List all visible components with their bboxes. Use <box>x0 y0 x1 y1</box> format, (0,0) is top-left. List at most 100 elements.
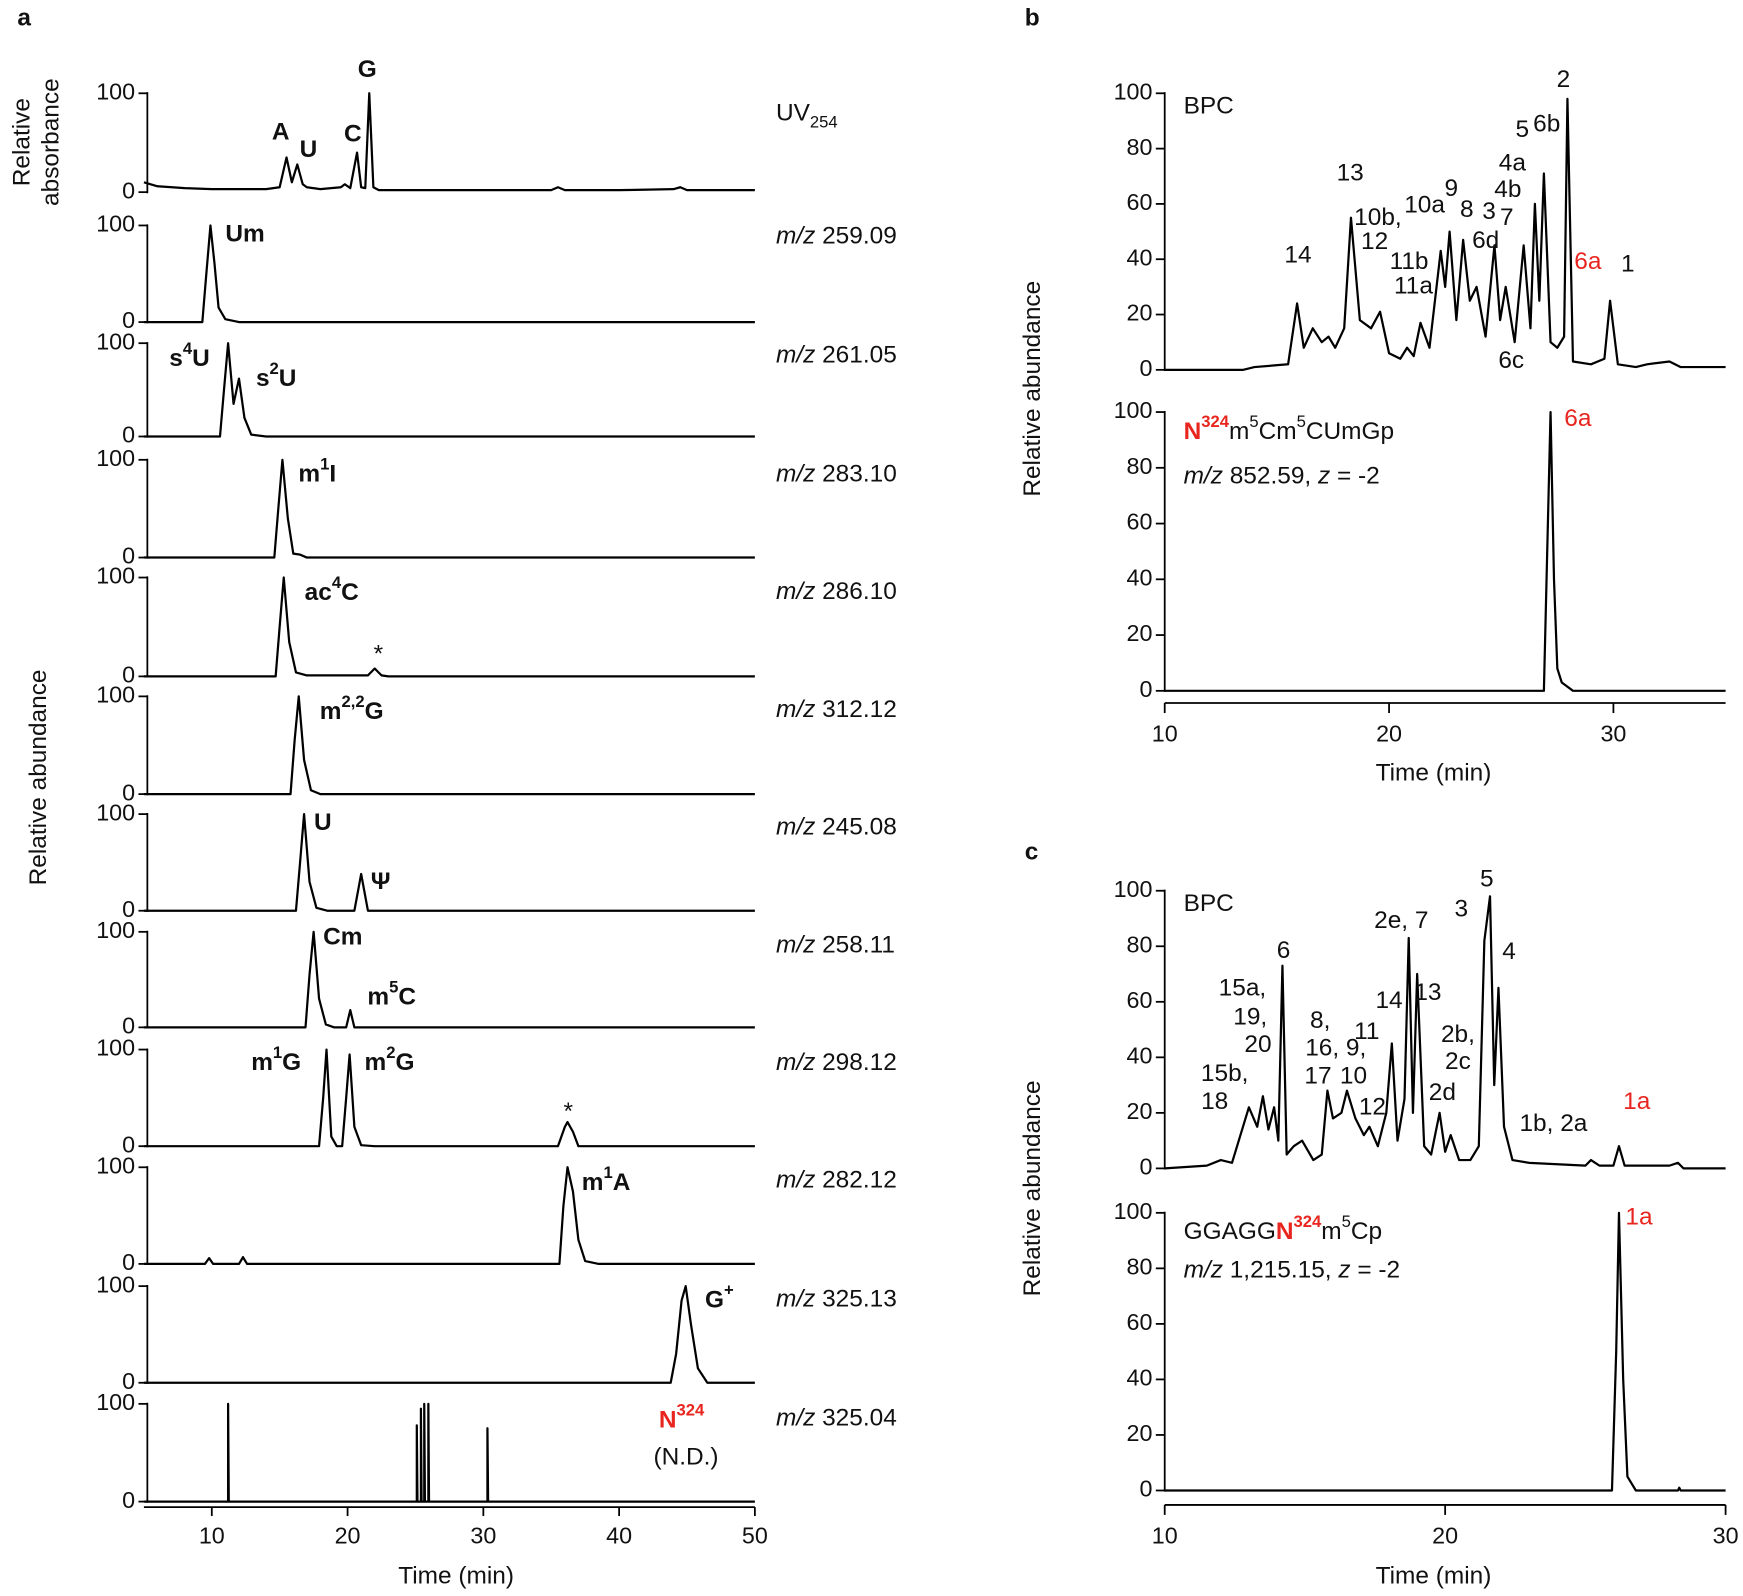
annotation-text: * <box>564 1098 574 1125</box>
annotation-text: Cm <box>323 924 362 951</box>
y-tick-label: 20 <box>1127 620 1153 646</box>
annotation-text: 7 <box>1500 204 1514 231</box>
annotation-text: m/z <box>1184 1257 1223 1284</box>
y-tick-label: 0 <box>122 1487 135 1513</box>
x-tick-label: 50 <box>742 1522 768 1548</box>
y-tick-label: 100 <box>1114 78 1153 104</box>
annotation-sup: 1 <box>320 455 329 474</box>
annotation: 13 <box>1337 160 1364 187</box>
annotation-text: 282.12 <box>815 1167 896 1194</box>
annotation: 1 <box>1621 251 1635 278</box>
y-tick-label: 100 <box>96 799 135 825</box>
y-tick-label: 0 <box>1140 1476 1153 1502</box>
y-tick-label: 100 <box>1114 1198 1153 1224</box>
annotation-text: m/z <box>776 932 815 959</box>
annotation: 10a <box>1404 192 1445 219</box>
annotation: m/z 312.12 <box>776 696 897 723</box>
annotation: 17 <box>1304 1063 1331 1090</box>
annotation: 10b, <box>1354 204 1402 231</box>
annotation-text: = -2 <box>1330 463 1380 490</box>
chromatogram-trace <box>143 224 755 324</box>
annotation-text: U <box>300 137 318 164</box>
annotation-text: 19, <box>1233 1004 1267 1031</box>
y-axis-label: Relative abundance <box>1019 281 1046 497</box>
annotation-text: 1,215.15, <box>1223 1257 1338 1284</box>
y-tick-label: 100 <box>96 445 135 471</box>
y-tick-label: 100 <box>96 563 135 589</box>
annotation-text: m/z <box>776 814 815 841</box>
annotation-sup: 5 <box>1342 1212 1351 1231</box>
annotation-text: m <box>1321 1218 1341 1245</box>
x-tick-label: 10 <box>1152 720 1178 746</box>
annotation-text: N <box>1276 1218 1294 1245</box>
annotation: 11 <box>1354 1018 1379 1045</box>
annotation: m2,2G <box>320 692 384 725</box>
annotation-sup: 1 <box>603 1163 612 1182</box>
chromatogram-trace <box>143 1048 755 1148</box>
annotation: 2d <box>1429 1079 1456 1106</box>
annotation-text: 325.04 <box>815 1405 896 1432</box>
annotation-text: G <box>358 57 377 84</box>
annotation-text: 20 <box>1244 1032 1271 1059</box>
annotation: s2U <box>256 359 297 392</box>
annotation: 3 <box>1482 199 1496 226</box>
annotation-text: 10a <box>1404 192 1445 219</box>
annotation-text: 2c <box>1445 1048 1471 1075</box>
x-tick-label: 30 <box>1600 720 1626 746</box>
annotation: 2e, 7 <box>1374 907 1428 934</box>
annotation: m/z 283.10 <box>776 461 897 488</box>
annotation: * <box>374 641 384 668</box>
annotation: 4 <box>1502 938 1516 965</box>
annotation: 13 <box>1414 979 1441 1006</box>
annotation: m/z 325.13 <box>776 1286 897 1313</box>
annotation: 14 <box>1284 242 1311 269</box>
y-tick-label: 100 <box>96 1271 135 1297</box>
annotation: m/z 282.12 <box>776 1167 897 1194</box>
y-axis-label: absorbance <box>37 78 64 206</box>
annotation-text: Cm <box>1259 419 1297 446</box>
annotation-text: G <box>395 1049 414 1076</box>
annotation: BPC <box>1184 891 1234 918</box>
annotation: 18 <box>1201 1088 1228 1115</box>
annotation: 11b <box>1390 249 1429 276</box>
annotation: Ψ <box>371 868 391 895</box>
annotation-text: m <box>582 1169 604 1196</box>
annotation-text: 4b <box>1494 176 1521 203</box>
annotation-sup: 2,2 <box>342 692 365 711</box>
annotation-text: z <box>1337 1257 1350 1284</box>
annotation: N324m5Cm5CUmGp <box>1184 413 1394 446</box>
chromatogram-trace <box>143 812 755 912</box>
chromatogram-trace <box>1164 895 1726 1170</box>
annotation-text: m/z <box>776 342 815 369</box>
annotation-text: 15a, <box>1219 975 1267 1002</box>
annotation: m1I <box>298 455 336 488</box>
annotation: (N.D.) <box>653 1444 718 1471</box>
y-tick-label: 60 <box>1127 189 1153 215</box>
annotation-sup: 5 <box>389 978 398 997</box>
annotation-text: 286.10 <box>815 579 896 606</box>
annotation-sup: 5 <box>1297 413 1306 432</box>
annotation-sup: 324 <box>1294 1212 1323 1231</box>
annotation: m2G <box>364 1043 414 1076</box>
annotation-text: 6b <box>1533 111 1560 138</box>
annotation: 5 <box>1516 117 1530 144</box>
annotation-text: z <box>1317 463 1330 490</box>
annotation-text: 11 <box>1354 1018 1379 1045</box>
annotation: 8, <box>1310 1007 1330 1034</box>
annotation: 3 <box>1454 896 1468 923</box>
annotation: UV254 <box>776 100 838 132</box>
annotation-text: 15b, <box>1201 1061 1249 1088</box>
annotation-text: 2b, <box>1441 1022 1475 1049</box>
annotation-text: m/z <box>1184 463 1223 490</box>
annotation: 19, <box>1233 1004 1267 1031</box>
annotation-text: 6a <box>1574 249 1602 276</box>
annotation-text: 283.10 <box>815 461 896 488</box>
annotation-text: A <box>272 119 290 146</box>
annotation: A <box>272 119 290 146</box>
annotation: 1b, 2a <box>1519 1111 1587 1138</box>
y-tick-label: 40 <box>1127 564 1153 590</box>
annotation-sup: 2 <box>386 1043 395 1062</box>
chromatogram-trace <box>143 576 755 678</box>
y-tick-label: 60 <box>1127 509 1153 535</box>
y-tick-label: 100 <box>1114 876 1153 902</box>
